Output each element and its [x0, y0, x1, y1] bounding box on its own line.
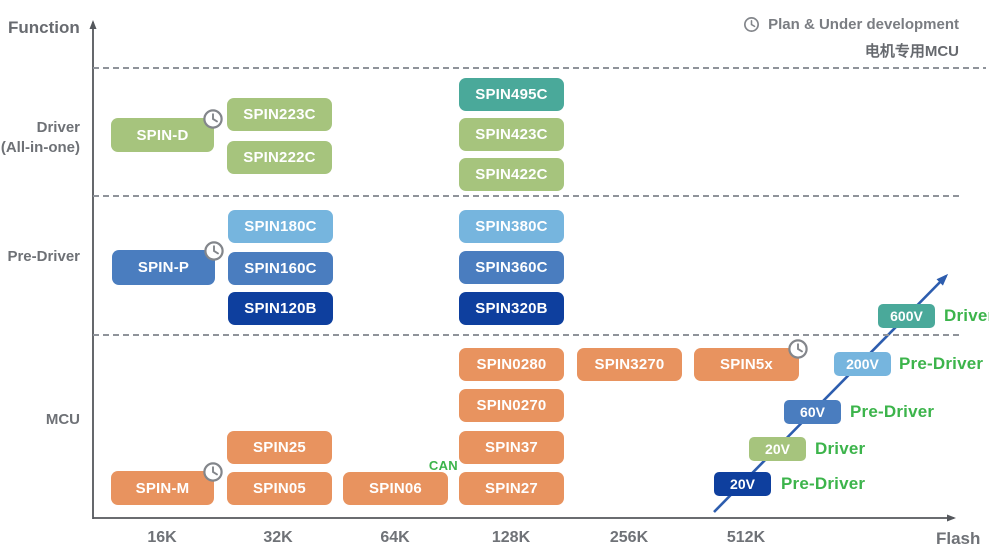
- chip-spin-m: SPIN-M: [111, 462, 223, 505]
- chip-spin0270: SPIN0270: [459, 389, 564, 422]
- chip-spin380c: SPIN380C: [459, 210, 564, 243]
- chip-spin37: SPIN37: [459, 431, 564, 464]
- x-tick-64k: 64K: [380, 529, 410, 546]
- chip-spin423c: SPIN423C: [459, 118, 564, 151]
- chip-spin495c: SPIN495C: [459, 78, 564, 111]
- row-label-driver: Driver (All-in-one): [0, 118, 80, 158]
- legend-plan-label: Plan & Under development: [768, 16, 959, 33]
- chip-spin160c: SPIN160C: [228, 252, 333, 285]
- row-label-mcu: MCU: [0, 410, 80, 430]
- voltage-badge-200v-pre-driver: 200V: [834, 352, 891, 376]
- voltage-type-label-200v-pre-driver: Pre-Driver: [899, 354, 984, 373]
- row-label-line: Pre-Driver: [7, 248, 80, 265]
- x-tick-256k: 256K: [609, 529, 649, 546]
- chip-spin0280: SPIN0280: [459, 348, 564, 381]
- chip-spin222c: SPIN222C: [227, 141, 332, 174]
- plan-clock-icon: [203, 240, 225, 262]
- x-axis-title: Flash: [936, 529, 981, 548]
- voltage-badge-60v-pre-driver: 60V: [784, 400, 841, 424]
- chip-spin25: SPIN25: [227, 431, 332, 464]
- can-tag: CAN: [428, 458, 458, 473]
- chip-spin5x: SPIN5x: [694, 339, 808, 381]
- y-axis-title: Function: [8, 18, 80, 37]
- voltage-type-label-60v-pre-driver: Pre-Driver: [850, 402, 935, 421]
- voltage-badge-20v-driver: 20V: [749, 437, 806, 461]
- voltage-badge-600v-driver: 600V: [878, 304, 935, 328]
- chip-spin05: SPIN05: [227, 472, 332, 505]
- chip-spin320b: SPIN320B: [459, 292, 564, 325]
- plan-clock-icon: [202, 461, 224, 483]
- chip-spin223c: SPIN223C: [227, 98, 332, 131]
- section-divider-predriver-mcu: [93, 334, 961, 336]
- x-tick-32k: 32K: [263, 529, 293, 546]
- section-divider-top: [93, 67, 986, 69]
- x-tick-16k: 16K: [147, 529, 177, 546]
- voltage-type-label-20v-driver: Driver: [815, 439, 866, 458]
- chip-spin422c: SPIN422C: [459, 158, 564, 191]
- chart-subtitle: 电机专用MCU: [864, 43, 959, 60]
- plan-clock-icon: [202, 108, 224, 130]
- x-tick-512k: 512K: [726, 529, 766, 546]
- chip-spin27: SPIN27: [459, 472, 564, 505]
- chip-spin360c: SPIN360C: [459, 251, 564, 284]
- legend: Plan & Under development: [743, 16, 959, 33]
- chip-spin180c: SPIN180C: [228, 210, 333, 243]
- clock-icon: [743, 16, 760, 33]
- row-label-line: MCU: [45, 411, 80, 428]
- chip-spin06: SPIN06 CAN: [343, 458, 458, 505]
- row-label-pre-driver: Pre-Driver: [0, 247, 80, 267]
- voltage-type-label-600v-driver: Driver: [944, 306, 989, 325]
- chip-spin120b: SPIN120B: [228, 292, 333, 325]
- section-divider-driver-predriver: [93, 195, 961, 197]
- plan-clock-icon: [787, 338, 809, 360]
- voltage-badge-20v-pre-driver: 20V: [714, 472, 771, 496]
- voltage-type-label-20v-pre-driver: Pre-Driver: [781, 474, 866, 493]
- chip-spin-p: SPIN-P: [112, 241, 224, 285]
- x-tick-128k: 128K: [491, 529, 531, 546]
- row-label-line: Driver: [36, 119, 80, 136]
- chip-spin-d: SPIN-D: [111, 109, 223, 152]
- row-label-line: (All-in-one): [0, 139, 80, 156]
- chip-spin3270: SPIN3270: [577, 348, 682, 381]
